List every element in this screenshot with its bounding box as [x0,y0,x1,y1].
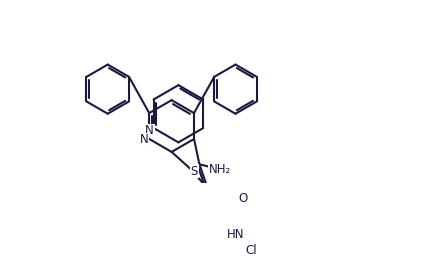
Text: N: N [145,124,154,137]
Text: S: S [190,165,198,178]
Text: HN: HN [227,229,244,241]
Text: Cl: Cl [245,244,256,257]
Text: O: O [238,192,247,205]
Text: NH₂: NH₂ [208,163,230,176]
Text: N: N [140,133,148,146]
